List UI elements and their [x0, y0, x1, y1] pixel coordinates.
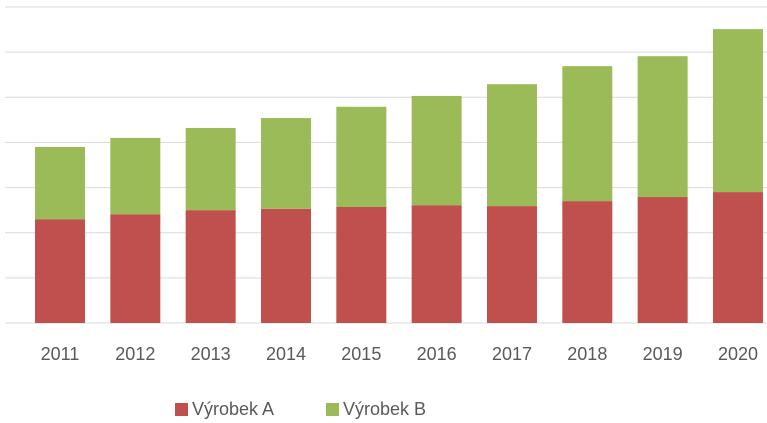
x-tick-label: 2020 [718, 344, 758, 364]
x-tick-label: 2015 [341, 344, 381, 364]
x-tick-label: 2016 [417, 344, 457, 364]
legend-label: Výrobek A [192, 399, 274, 419]
x-tick-label: 2011 [41, 344, 80, 364]
bar-segment [712, 192, 763, 323]
bar-segment [185, 127, 236, 211]
x-tick-label: 2012 [115, 344, 155, 364]
bar-segment [562, 201, 613, 323]
bar-segment [185, 210, 236, 323]
bar-segment [562, 66, 613, 202]
x-tick-label: 2017 [492, 344, 532, 364]
x-tick-label: 2018 [567, 344, 607, 364]
bar-segment [35, 219, 85, 323]
legend-swatch [175, 403, 188, 416]
legend-swatch [326, 403, 339, 416]
x-tick-label: 2014 [266, 344, 306, 364]
bar-segment [260, 208, 311, 323]
bar-segment [712, 29, 763, 193]
x-tick-label: 2013 [191, 344, 231, 364]
bar-segment [637, 197, 688, 323]
bar-segment [411, 205, 462, 323]
bar-segment [336, 106, 387, 207]
bar-segment [35, 146, 85, 220]
bar-segment [110, 214, 161, 323]
bar-segment [260, 118, 311, 209]
bar-segment [411, 95, 462, 206]
bar-segment [486, 84, 537, 207]
bar-segment [336, 206, 387, 323]
legend-label: Výrobek B [343, 399, 426, 419]
bar-segment [637, 56, 688, 198]
bar-segment [110, 137, 161, 215]
bar-segment [486, 206, 537, 323]
x-tick-label: 2019 [643, 344, 683, 364]
